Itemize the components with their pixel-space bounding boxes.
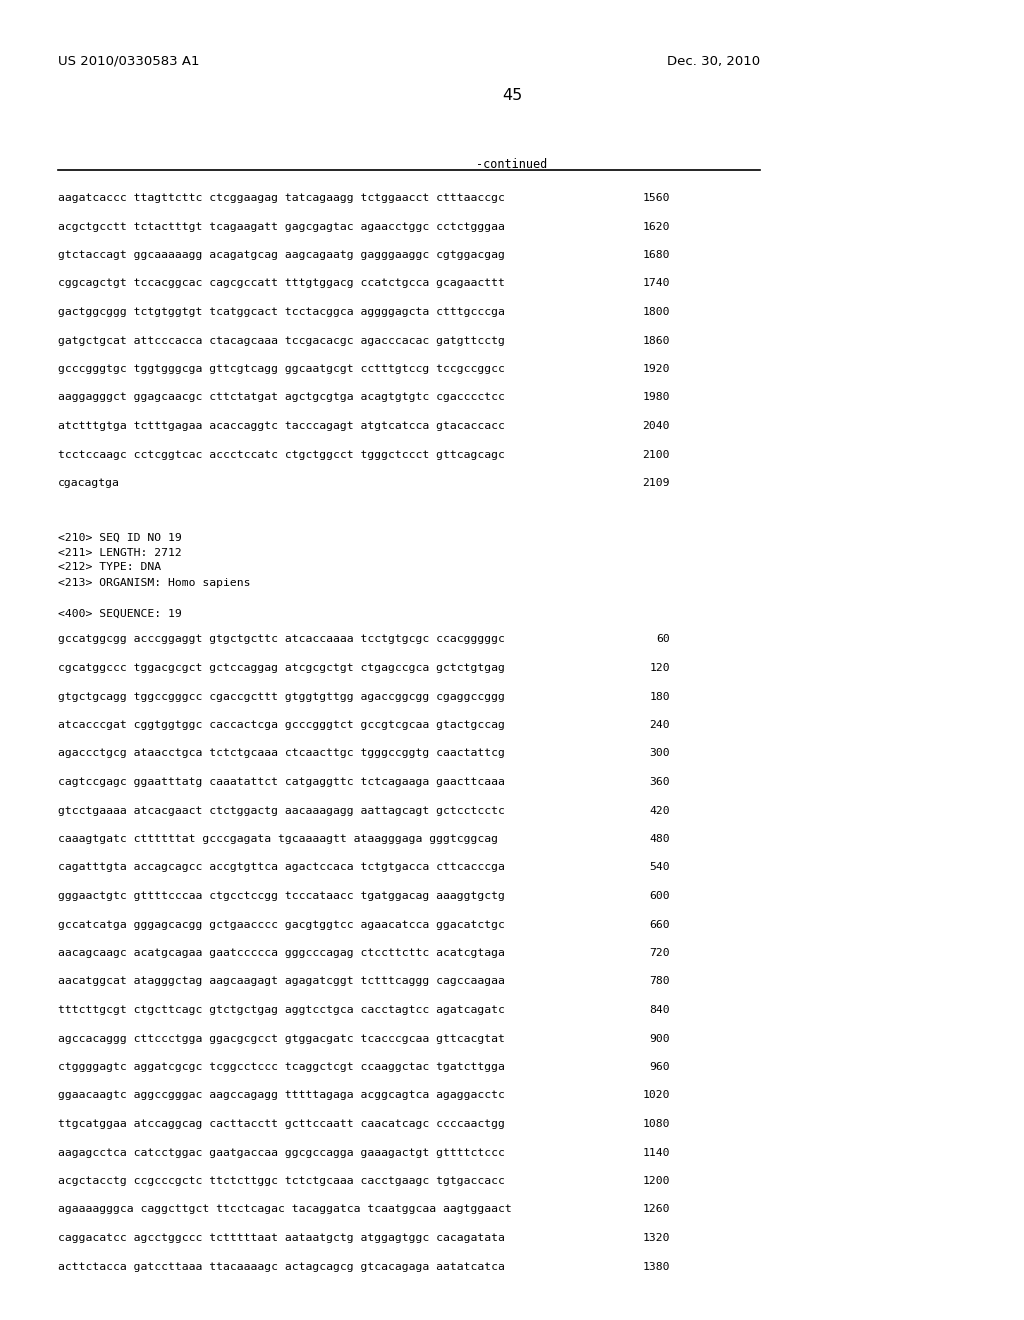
Text: -continued: -continued <box>476 158 548 172</box>
Text: 1740: 1740 <box>642 279 670 289</box>
Text: cggcagctgt tccacggcac cagcgccatt tttgtggacg ccatctgcca gcagaacttt: cggcagctgt tccacggcac cagcgccatt tttgtgg… <box>58 279 505 289</box>
Text: aacatggcat atagggctag aagcaagagt agagatcggt tctttcaggg cagccaagaa: aacatggcat atagggctag aagcaagagt agagatc… <box>58 977 505 986</box>
Text: 1080: 1080 <box>642 1119 670 1129</box>
Text: 960: 960 <box>649 1063 670 1072</box>
Text: 2109: 2109 <box>642 478 670 488</box>
Text: gtcctgaaaa atcacgaact ctctggactg aacaaagagg aattagcagt gctcctcctc: gtcctgaaaa atcacgaact ctctggactg aacaaag… <box>58 805 505 816</box>
Text: 480: 480 <box>649 834 670 843</box>
Text: US 2010/0330583 A1: US 2010/0330583 A1 <box>58 55 200 69</box>
Text: 1260: 1260 <box>642 1204 670 1214</box>
Text: 2100: 2100 <box>642 450 670 459</box>
Text: 540: 540 <box>649 862 670 873</box>
Text: gggaactgtc gttttcccaa ctgcctccgg tcccataacc tgatggacag aaaggtgctg: gggaactgtc gttttcccaa ctgcctccgg tcccata… <box>58 891 505 902</box>
Text: 60: 60 <box>656 635 670 644</box>
Text: 1680: 1680 <box>642 249 670 260</box>
Text: 1860: 1860 <box>642 335 670 346</box>
Text: agaaaagggca caggcttgct ttcctcagac tacaggatca tcaatggcaa aagtggaact: agaaaagggca caggcttgct ttcctcagac tacagg… <box>58 1204 512 1214</box>
Text: cgcatggccc tggacgcgct gctccaggag atcgcgctgt ctgagccgca gctctgtgag: cgcatggccc tggacgcgct gctccaggag atcgcgc… <box>58 663 505 673</box>
Text: 1320: 1320 <box>642 1233 670 1243</box>
Text: 360: 360 <box>649 777 670 787</box>
Text: agccacaggg cttccctgga ggacgcgcct gtggacgatc tcacccgcaa gttcacgtat: agccacaggg cttccctgga ggacgcgcct gtggacg… <box>58 1034 505 1044</box>
Text: aaggagggct ggagcaacgc cttctatgat agctgcgtga acagtgtgtc cgacccctcc: aaggagggct ggagcaacgc cttctatgat agctgcg… <box>58 392 505 403</box>
Text: 1200: 1200 <box>642 1176 670 1185</box>
Text: 420: 420 <box>649 805 670 816</box>
Text: 600: 600 <box>649 891 670 902</box>
Text: <210> SEQ ID NO 19: <210> SEQ ID NO 19 <box>58 532 181 543</box>
Text: gactggcggg tctgtggtgt tcatggcact tcctacggca aggggagcta ctttgcccga: gactggcggg tctgtggtgt tcatggcact tcctacg… <box>58 308 505 317</box>
Text: tttcttgcgt ctgcttcagc gtctgctgag aggtcctgca cacctagtcc agatcagatc: tttcttgcgt ctgcttcagc gtctgctgag aggtcct… <box>58 1005 505 1015</box>
Text: 2040: 2040 <box>642 421 670 432</box>
Text: atctttgtga tctttgagaa acaccaggtc tacccagagt atgtcatcca gtacaccacc: atctttgtga tctttgagaa acaccaggtc tacccag… <box>58 421 505 432</box>
Text: 1920: 1920 <box>642 364 670 374</box>
Text: <213> ORGANISM: Homo sapiens: <213> ORGANISM: Homo sapiens <box>58 578 251 587</box>
Text: atcacccgat cggtggtggc caccactcga gcccgggtct gccgtcgcaa gtactgccag: atcacccgat cggtggtggc caccactcga gcccggg… <box>58 719 505 730</box>
Text: 120: 120 <box>649 663 670 673</box>
Text: 1800: 1800 <box>642 308 670 317</box>
Text: gccatggcgg acccggaggt gtgctgcttc atcaccaaaa tcctgtgcgc ccacgggggc: gccatggcgg acccggaggt gtgctgcttc atcacca… <box>58 635 505 644</box>
Text: Dec. 30, 2010: Dec. 30, 2010 <box>667 55 760 69</box>
Text: acgctgcctt tctactttgt tcagaagatt gagcgagtac agaacctggc cctctgggaa: acgctgcctt tctactttgt tcagaagatt gagcgag… <box>58 222 505 231</box>
Text: gtctaccagt ggcaaaaagg acagatgcag aagcagaatg gagggaaggc cgtggacgag: gtctaccagt ggcaaaaagg acagatgcag aagcaga… <box>58 249 505 260</box>
Text: acttctacca gatccttaaa ttacaaaagc actagcagcg gtcacagaga aatatcatca: acttctacca gatccttaaa ttacaaaagc actagca… <box>58 1262 505 1271</box>
Text: 180: 180 <box>649 692 670 701</box>
Text: 840: 840 <box>649 1005 670 1015</box>
Text: cagtccgagc ggaatttatg caaatattct catgaggttc tctcagaaga gaacttcaaa: cagtccgagc ggaatttatg caaatattct catgagg… <box>58 777 505 787</box>
Text: aagatcaccc ttagttcttc ctcggaagag tatcagaagg tctggaacct ctttaaccgc: aagatcaccc ttagttcttc ctcggaagag tatcaga… <box>58 193 505 203</box>
Text: 1980: 1980 <box>642 392 670 403</box>
Text: ttgcatggaa atccaggcag cacttacctt gcttccaatt caacatcagc ccccaactgg: ttgcatggaa atccaggcag cacttacctt gcttcca… <box>58 1119 505 1129</box>
Text: gtgctgcagg tggccgggcc cgaccgcttt gtggtgttgg agaccggcgg cgaggccggg: gtgctgcagg tggccgggcc cgaccgcttt gtggtgt… <box>58 692 505 701</box>
Text: aagagcctca catcctggac gaatgaccaa ggcgccagga gaaagactgt gttttctccc: aagagcctca catcctggac gaatgaccaa ggcgcca… <box>58 1147 505 1158</box>
Text: 1620: 1620 <box>642 222 670 231</box>
Text: caggacatcc agcctggccc tctttttaat aataatgctg atggagtggc cacagatata: caggacatcc agcctggccc tctttttaat aataatg… <box>58 1233 505 1243</box>
Text: ctggggagtc aggatcgcgc tcggcctccc tcaggctcgt ccaaggctac tgatcttgga: ctggggagtc aggatcgcgc tcggcctccc tcaggct… <box>58 1063 505 1072</box>
Text: cgacagtga: cgacagtga <box>58 478 120 488</box>
Text: tcctccaagc cctcggtcac accctccatc ctgctggcct tgggctccct gttcagcagc: tcctccaagc cctcggtcac accctccatc ctgctgg… <box>58 450 505 459</box>
Text: caaagtgatc cttttttat gcccgagata tgcaaaagtt ataagggaga gggtcggcag: caaagtgatc cttttttat gcccgagata tgcaaaag… <box>58 834 498 843</box>
Text: 780: 780 <box>649 977 670 986</box>
Text: 720: 720 <box>649 948 670 958</box>
Text: <212> TYPE: DNA: <212> TYPE: DNA <box>58 562 161 573</box>
Text: 1560: 1560 <box>642 193 670 203</box>
Text: 300: 300 <box>649 748 670 759</box>
Text: 1020: 1020 <box>642 1090 670 1101</box>
Text: 45: 45 <box>502 88 522 103</box>
Text: aacagcaagc acatgcagaa gaatccccca gggcccagag ctccttcttc acatcgtaga: aacagcaagc acatgcagaa gaatccccca gggccca… <box>58 948 505 958</box>
Text: <211> LENGTH: 2712: <211> LENGTH: 2712 <box>58 548 181 557</box>
Text: 1380: 1380 <box>642 1262 670 1271</box>
Text: gatgctgcat attcccacca ctacagcaaa tccgacacgc agacccacac gatgttcctg: gatgctgcat attcccacca ctacagcaaa tccgaca… <box>58 335 505 346</box>
Text: acgctacctg ccgcccgctc ttctcttggc tctctgcaaa cacctgaagc tgtgaccacc: acgctacctg ccgcccgctc ttctcttggc tctctgc… <box>58 1176 505 1185</box>
Text: 660: 660 <box>649 920 670 929</box>
Text: 900: 900 <box>649 1034 670 1044</box>
Text: 1140: 1140 <box>642 1147 670 1158</box>
Text: agaccctgcg ataacctgca tctctgcaaa ctcaacttgc tgggccggtg caactattcg: agaccctgcg ataacctgca tctctgcaaa ctcaact… <box>58 748 505 759</box>
Text: <400> SEQUENCE: 19: <400> SEQUENCE: 19 <box>58 609 181 619</box>
Text: ggaacaagtc aggccgggac aagccagagg tttttagaga acggcagtca agaggacctc: ggaacaagtc aggccgggac aagccagagg tttttag… <box>58 1090 505 1101</box>
Text: gccatcatga gggagcacgg gctgaacccc gacgtggtcc agaacatcca ggacatctgc: gccatcatga gggagcacgg gctgaacccc gacgtgg… <box>58 920 505 929</box>
Text: 240: 240 <box>649 719 670 730</box>
Text: gcccgggtgc tggtgggcga gttcgtcagg ggcaatgcgt cctttgtccg tccgccggcc: gcccgggtgc tggtgggcga gttcgtcagg ggcaatg… <box>58 364 505 374</box>
Text: cagatttgta accagcagcc accgtgttca agactccaca tctgtgacca cttcacccga: cagatttgta accagcagcc accgtgttca agactcc… <box>58 862 505 873</box>
